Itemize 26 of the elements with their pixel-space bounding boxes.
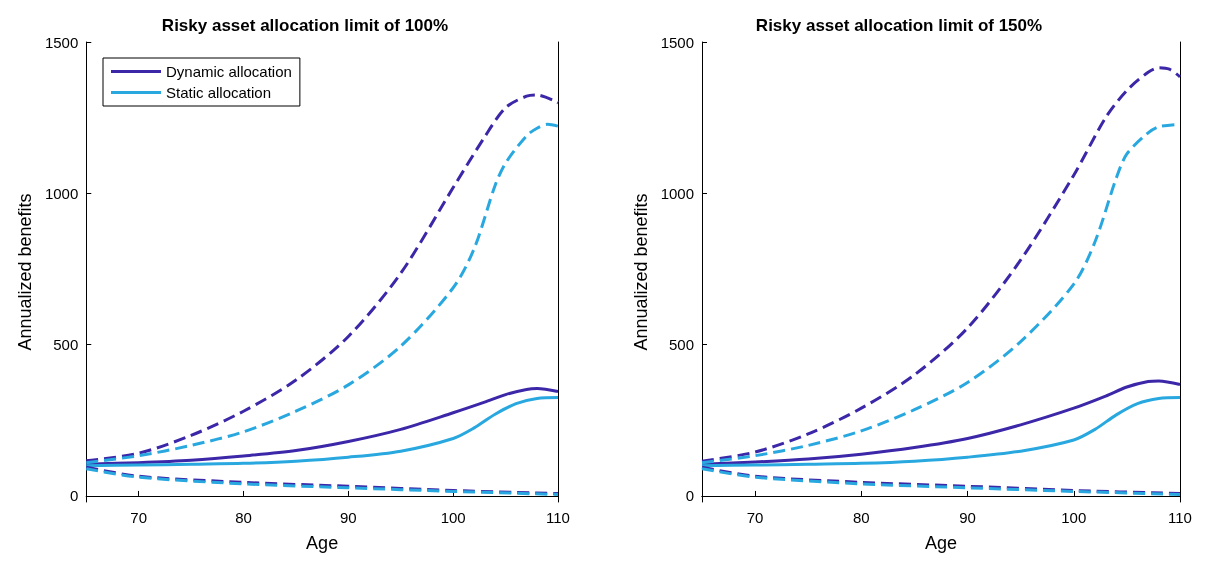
chart-title: Risky asset allocation limit of 100% (161, 16, 449, 35)
legend-label: Static allocation (166, 84, 272, 101)
y-tick-label: 0 (69, 487, 79, 505)
y-tick-label: 500 (668, 336, 694, 354)
x-tick-label: 100 (440, 509, 466, 526)
x-axis-title: Age (306, 533, 339, 553)
y-tick-label: 1000 (44, 184, 79, 202)
x-tick-label: 90 (959, 509, 976, 526)
y-axis-title: Annualized benefits (630, 193, 651, 351)
x-tick-label: 70 (130, 509, 148, 526)
y-tick-label: 500 (53, 336, 79, 354)
y-tick-label: 1000 (660, 184, 694, 202)
y-tick-label: 1500 (660, 33, 694, 51)
x-tick-label: 80 (852, 509, 870, 526)
x-tick-label: 90 (340, 509, 357, 526)
x-tick-label: 70 (746, 509, 764, 526)
chart-title: Risky asset allocation limit of 150% (755, 16, 1043, 35)
x-tick-label: 110 (1168, 509, 1192, 526)
x-tick-label: 110 (546, 509, 570, 526)
x-tick-label: 100 (1061, 509, 1087, 526)
x-tick-label: 80 (235, 509, 252, 526)
legend-label: Dynamic allocation (166, 63, 292, 80)
y-axis-title: Annualized benefits (15, 193, 35, 351)
x-axis-title: Age (924, 533, 958, 553)
y-tick-label: 0 (685, 487, 694, 505)
y-tick-label: 1500 (44, 33, 79, 51)
